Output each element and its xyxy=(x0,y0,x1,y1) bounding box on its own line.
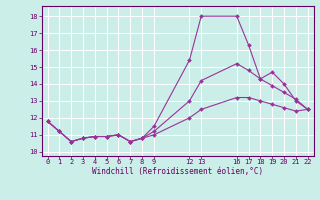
X-axis label: Windchill (Refroidissement éolien,°C): Windchill (Refroidissement éolien,°C) xyxy=(92,167,263,176)
